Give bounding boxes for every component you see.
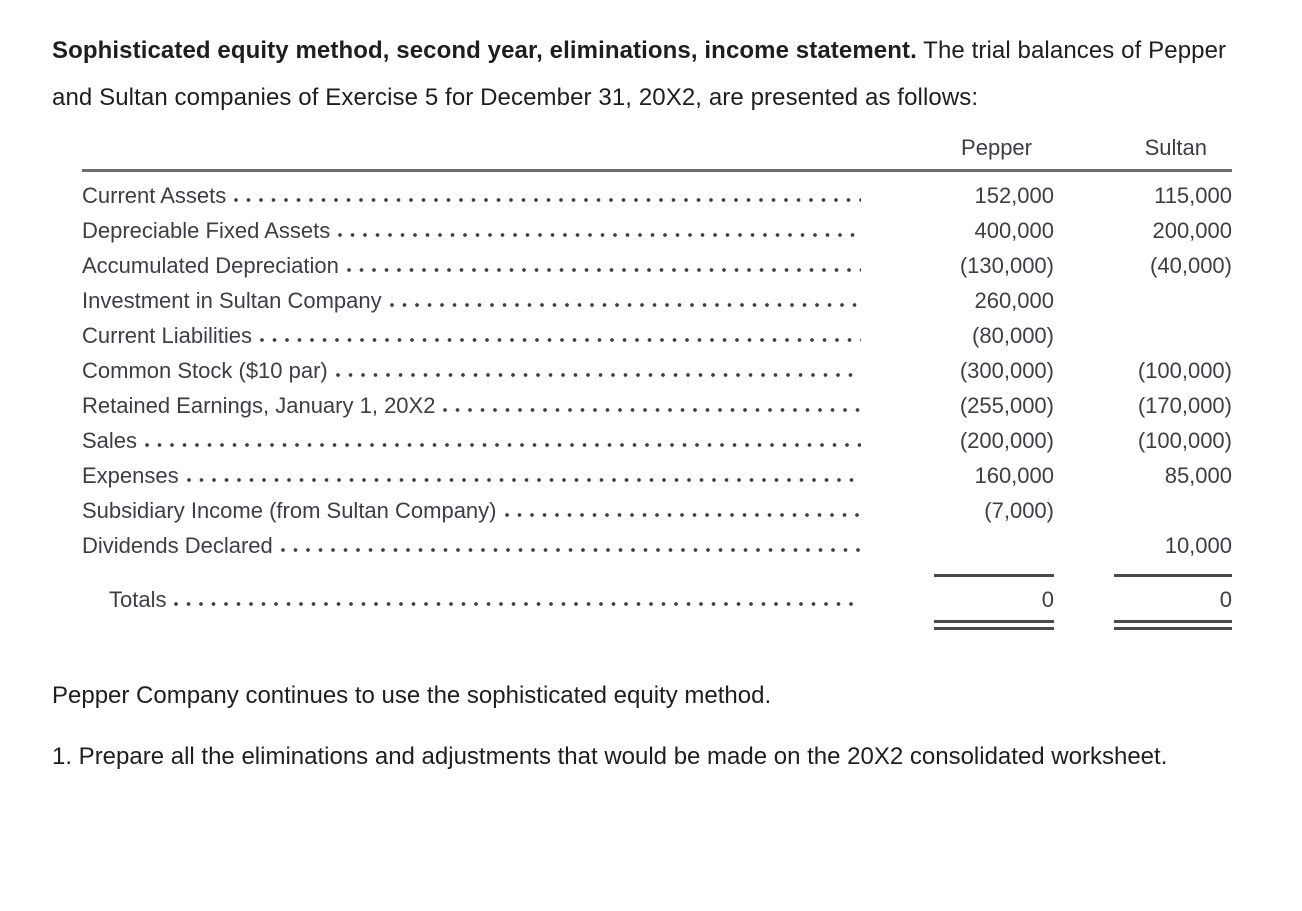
row-label: Accumulated Depreciation <box>82 253 339 278</box>
pepper-subtotal-rule <box>934 574 1054 577</box>
row-label: Common Stock ($10 par) <box>82 358 328 383</box>
column-header-sultan: Sultan <box>1144 135 1207 160</box>
sultan-value: (170,000) <box>1137 393 1232 418</box>
sultan-value: 85,000 <box>1164 463 1232 488</box>
sultan-value: (100,000) <box>1137 358 1232 383</box>
pepper-value: (200,000) <box>959 428 1054 453</box>
dot-leader <box>504 512 861 518</box>
sultan-subtotal-rule <box>1114 574 1232 577</box>
sultan-value: 115,000 <box>1154 183 1232 208</box>
totals-label: Totals <box>109 587 167 612</box>
intro-paragraph: Sophisticated equity method, second year… <box>52 27 1246 121</box>
table-row-current-liabilities: Current Liabilities (80,000) <box>82 323 1232 358</box>
row-label: Current Assets <box>82 183 227 208</box>
totals-row: Totals 0 0 <box>82 577 1232 617</box>
row-label: Retained Earnings, January 1, 20X2 <box>82 393 436 418</box>
row-label: Dividends Declared <box>82 533 273 558</box>
intro-text: The trial balances of Pepper and Sultan … <box>52 37 1227 111</box>
grand-total-rules <box>82 617 1232 630</box>
question-paragraph: 1. Prepare all the eliminations and adju… <box>52 743 1168 770</box>
dot-leader <box>259 337 861 343</box>
table-row-accumulated-depreciation: Accumulated Depreciation (130,000) (40,0… <box>82 253 1232 288</box>
pepper-value: 152,000 <box>974 183 1054 208</box>
sultan-value: (100,000) <box>1137 428 1232 453</box>
row-label: Expenses <box>82 463 179 488</box>
pepper-value: (80,000) <box>972 323 1054 348</box>
dot-leader <box>174 601 861 607</box>
pepper-value: (130,000) <box>959 253 1054 278</box>
row-label: Current Liabilities <box>82 323 252 348</box>
exercise-page: Sophisticated equity method, second year… <box>0 27 1302 783</box>
dot-leader <box>338 232 861 238</box>
row-label: Subsidiary Income (from Sultan Company) <box>82 498 497 523</box>
sultan-value: (40,000) <box>1150 253 1232 278</box>
pepper-value: (300,000) <box>959 358 1054 383</box>
table-row-investment-in-sultan: Investment in Sultan Company 260,000 <box>82 288 1232 323</box>
dot-leader <box>145 442 861 448</box>
dot-leader <box>335 372 861 378</box>
pepper-total-value: 0 <box>1041 587 1054 612</box>
dot-leader <box>346 267 861 273</box>
table-header-rule <box>82 169 1232 172</box>
sultan-value: 10,000 <box>1164 533 1232 558</box>
pepper-value: (255,000) <box>959 393 1054 418</box>
dot-leader <box>443 407 861 413</box>
pepper-total-double-rule <box>934 620 1054 630</box>
trial-balance-table: Pepper Sultan Current Assets 152,000 115… <box>82 135 1232 630</box>
pepper-value: 400,000 <box>974 218 1054 243</box>
table-row-common-stock: Common Stock ($10 par) (300,000) (100,00… <box>82 358 1232 393</box>
sultan-total-double-rule <box>1114 620 1232 630</box>
sultan-value: 200,000 <box>1152 218 1232 243</box>
pepper-value: (7,000) <box>984 498 1054 523</box>
table-row-dividends-declared: Dividends Declared 10,000 <box>82 533 1232 568</box>
sultan-total-value: 0 <box>1219 587 1232 612</box>
pepper-value: 160,000 <box>974 463 1054 488</box>
table-row-expenses: Expenses 160,000 85,000 <box>82 463 1232 498</box>
row-label: Depreciable Fixed Assets <box>82 218 331 243</box>
dot-leader <box>186 477 861 483</box>
dot-leader <box>389 302 861 308</box>
table-header-row: Pepper Sultan <box>82 135 1232 163</box>
table-row-sales: Sales (200,000) (100,000) <box>82 428 1232 463</box>
pre-total-rules <box>82 568 1232 577</box>
table-body: Current Assets 152,000 115,000 Depreciab… <box>82 172 1232 630</box>
table-row-retained-earnings: Retained Earnings, January 1, 20X2 (255,… <box>82 393 1232 428</box>
dot-leader <box>234 197 861 203</box>
row-label: Sales <box>82 428 138 453</box>
table-row-current-assets: Current Assets 152,000 115,000 <box>82 183 1232 218</box>
table-row-subsidiary-income: Subsidiary Income (from Sultan Company) … <box>82 498 1232 533</box>
table-row-depreciable-fixed-assets: Depreciable Fixed Assets 400,000 200,000 <box>82 218 1232 253</box>
row-label: Investment in Sultan Company <box>82 288 382 313</box>
dot-leader <box>280 547 861 553</box>
note-paragraph: Pepper Company continues to use the soph… <box>52 682 772 709</box>
column-header-pepper: Pepper <box>961 135 1032 160</box>
intro-heading-bold: Sophisticated equity method, second year… <box>52 37 917 64</box>
pepper-value: 260,000 <box>974 288 1054 313</box>
